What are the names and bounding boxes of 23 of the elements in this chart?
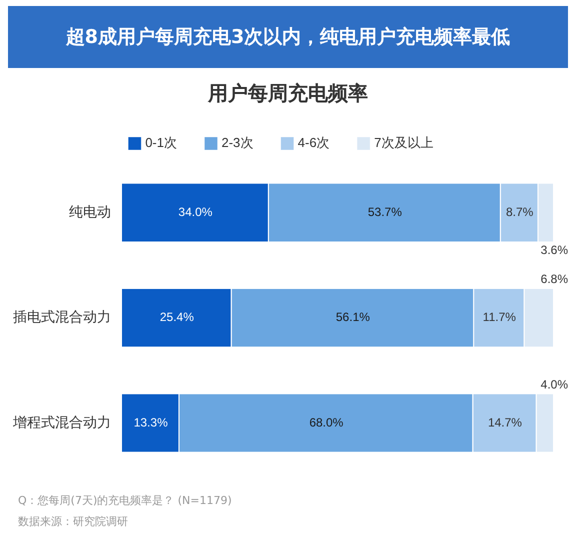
y-tick-label: 纯电动 bbox=[69, 203, 111, 220]
source-note: 数据来源：研究院调研 bbox=[18, 514, 129, 529]
data-label: 68.0% bbox=[309, 415, 344, 430]
data-label: 3.6% bbox=[540, 242, 568, 257]
data-label: 4.0% bbox=[540, 377, 568, 392]
data-label: 53.7% bbox=[368, 204, 402, 219]
data-label: 8.7% bbox=[506, 204, 534, 219]
data-label: 34.0% bbox=[178, 204, 213, 219]
data-label: 6.8% bbox=[540, 272, 568, 286]
legend-label: 7次及以上 bbox=[374, 135, 434, 150]
data-label: 13.3% bbox=[134, 415, 168, 430]
data-label: 11.7% bbox=[482, 310, 516, 324]
data-label: 25.4% bbox=[160, 310, 194, 324]
y-tick-label: 插电式混合动力 bbox=[13, 308, 111, 325]
chart-title: 超8成用户每周充电3次以内，纯电用户充电频率最低 bbox=[8, 6, 568, 68]
text: Q：您每周(7天)的充电频率是？ (N=1179) bbox=[18, 493, 233, 508]
chart-subtitle: 用户每周充电频率 bbox=[206, 80, 369, 107]
y-tick-label: 增程式混合动力 bbox=[12, 414, 111, 430]
data-label: 56.1% bbox=[336, 310, 370, 324]
legend-label: 0-1次 bbox=[145, 135, 177, 150]
legend-label: 2-3次 bbox=[221, 135, 254, 150]
legend-label: 4-6次 bbox=[298, 135, 330, 150]
data-label: 14.7% bbox=[488, 415, 522, 430]
